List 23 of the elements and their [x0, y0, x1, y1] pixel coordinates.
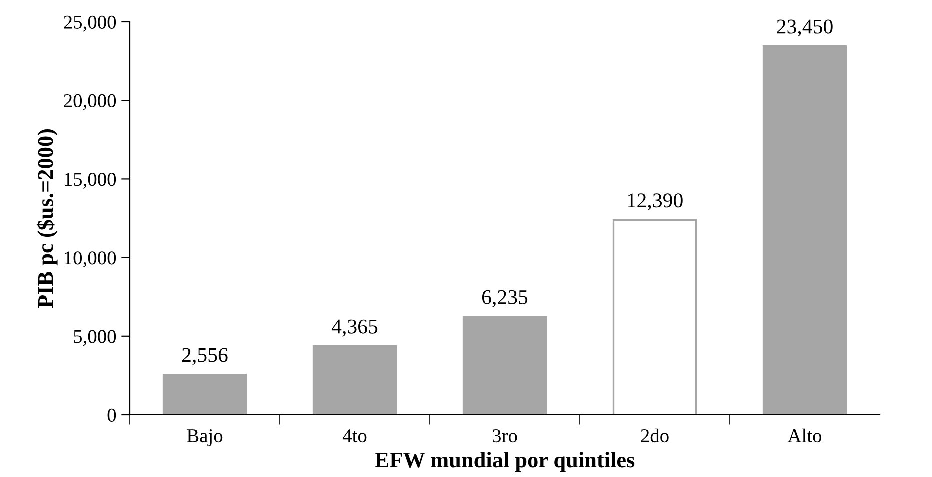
x-tick-label: 4to [342, 430, 367, 443]
data-label: 6,235 [482, 290, 528, 308]
data-label: 2,556 [182, 348, 228, 366]
bar [162, 374, 248, 415]
x-tick-label: Bajo [187, 430, 223, 447]
x-tick-label: 3ro [492, 430, 518, 443]
x-axis-title: EFW mundial por quintiles [375, 452, 635, 472]
y-axis-title: PIB pc ($us.=2000) [36, 129, 58, 308]
bar [462, 316, 548, 415]
bar [612, 219, 698, 415]
data-label: 23,450 [777, 20, 833, 37]
x-tick-label: 2do [641, 428, 669, 443]
y-tick-label: 20,000 [64, 94, 116, 110]
data-label: 12,390 [628, 194, 683, 211]
y-tick-label: 0 [108, 408, 116, 422]
data-label: 4,365 [332, 320, 378, 337]
x-tick-label: Alto [788, 428, 822, 443]
bar [312, 346, 398, 415]
bar [762, 46, 848, 415]
y-tick-label: 5,000 [74, 330, 116, 346]
y-tick-label: 15,000 [65, 173, 116, 189]
y-tick-label: 25,000 [64, 16, 116, 32]
y-tick-label: 10,000 [65, 252, 116, 268]
